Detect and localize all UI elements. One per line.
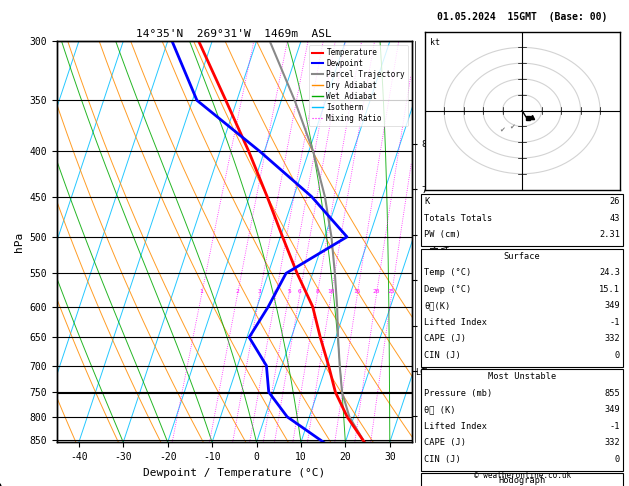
Text: -1: -1 — [610, 422, 620, 431]
Text: Hodograph: Hodograph — [498, 476, 546, 486]
Legend: Temperature, Dewpoint, Parcel Trajectory, Dry Adiabat, Wet Adiabat, Isotherm, Mi: Temperature, Dewpoint, Parcel Trajectory… — [309, 45, 408, 126]
Text: 24.3: 24.3 — [599, 268, 620, 278]
Text: Surface: Surface — [504, 252, 540, 261]
Title: 14°35'N  269°31'W  1469m  ASL: 14°35'N 269°31'W 1469m ASL — [136, 29, 332, 39]
Text: Dewp (°C): Dewp (°C) — [424, 285, 471, 294]
Text: 43: 43 — [610, 214, 620, 223]
Text: θᴇ (K): θᴇ (K) — [424, 405, 455, 415]
Text: 15: 15 — [353, 289, 361, 295]
Text: 4: 4 — [274, 289, 278, 295]
Text: 5: 5 — [287, 289, 291, 295]
Text: CAPE (J): CAPE (J) — [424, 438, 466, 448]
X-axis label: Dewpoint / Temperature (°C): Dewpoint / Temperature (°C) — [143, 468, 325, 478]
Text: ✔: ✔ — [509, 123, 515, 129]
Text: 1: 1 — [200, 289, 204, 295]
Y-axis label: hPa: hPa — [14, 232, 24, 252]
Text: ✔: ✔ — [499, 126, 506, 133]
Text: 20: 20 — [373, 289, 381, 295]
Text: 0: 0 — [615, 455, 620, 464]
Text: 0: 0 — [615, 351, 620, 360]
Text: 8: 8 — [316, 289, 319, 295]
Text: 2: 2 — [236, 289, 240, 295]
Text: 349: 349 — [604, 405, 620, 415]
Text: 855: 855 — [604, 389, 620, 398]
Y-axis label: km
ASL: km ASL — [430, 233, 452, 251]
Text: PW (cm): PW (cm) — [424, 230, 460, 240]
Text: 2.31: 2.31 — [599, 230, 620, 240]
Text: 349: 349 — [604, 301, 620, 311]
Text: CAPE (J): CAPE (J) — [424, 334, 466, 344]
Text: Lifted Index: Lifted Index — [424, 422, 487, 431]
Text: 15.1: 15.1 — [599, 285, 620, 294]
Text: 25: 25 — [388, 289, 396, 295]
Text: Lifted Index: Lifted Index — [424, 318, 487, 327]
Text: © weatheronline.co.uk: © weatheronline.co.uk — [474, 471, 571, 480]
Text: 26: 26 — [610, 197, 620, 207]
Text: LCL: LCL — [416, 368, 430, 377]
Text: CIN (J): CIN (J) — [424, 351, 460, 360]
Text: θᴇ(K): θᴇ(K) — [424, 301, 450, 311]
Text: -1: -1 — [610, 318, 620, 327]
Text: Totals Totals: Totals Totals — [424, 214, 493, 223]
Text: 332: 332 — [604, 438, 620, 448]
Text: 332: 332 — [604, 334, 620, 344]
Text: 10: 10 — [328, 289, 335, 295]
Text: 3: 3 — [258, 289, 262, 295]
Text: Most Unstable: Most Unstable — [488, 372, 556, 382]
Text: Temp (°C): Temp (°C) — [424, 268, 471, 278]
Text: 01.05.2024  15GMT  (Base: 00): 01.05.2024 15GMT (Base: 00) — [437, 12, 607, 22]
Text: K: K — [424, 197, 429, 207]
Text: kt: kt — [430, 38, 440, 47]
Text: 6: 6 — [298, 289, 302, 295]
Text: CIN (J): CIN (J) — [424, 455, 460, 464]
Text: Pressure (mb): Pressure (mb) — [424, 389, 493, 398]
